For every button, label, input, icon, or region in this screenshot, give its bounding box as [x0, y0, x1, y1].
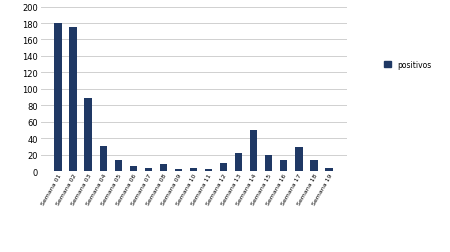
Bar [130, 166, 137, 171]
Bar [205, 170, 212, 171]
Bar [144, 168, 152, 171]
Bar [115, 161, 122, 171]
Bar [235, 153, 243, 171]
Bar [160, 165, 167, 171]
Bar [85, 99, 92, 171]
Bar [69, 28, 77, 171]
Bar [325, 168, 333, 171]
Bar [99, 147, 107, 171]
Bar [265, 156, 272, 171]
Bar [220, 163, 227, 171]
Bar [250, 131, 257, 171]
Bar [190, 168, 197, 171]
Legend: positivos: positivos [381, 57, 435, 72]
Bar [54, 24, 62, 171]
Bar [280, 161, 288, 171]
Bar [295, 148, 302, 171]
Bar [310, 161, 318, 171]
Bar [175, 169, 182, 171]
